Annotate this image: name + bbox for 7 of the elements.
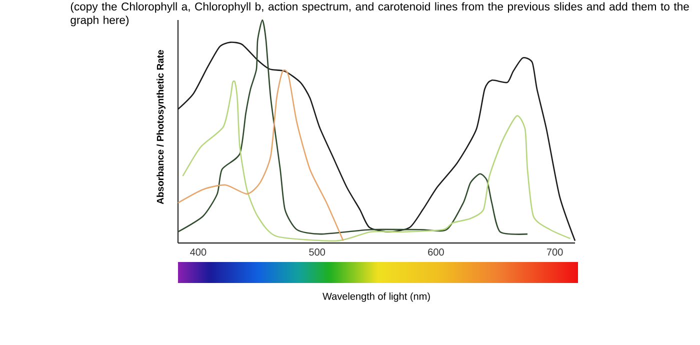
x-tick-label: 600 [428, 248, 444, 256]
x-tick-label: 500 [309, 248, 326, 256]
x-tick-label: 400 [190, 248, 206, 256]
x-tick-label: 700 [546, 248, 563, 256]
chart-title: (copy the Chlorophyll a, Chlorophyll b, action spectrum, and carotenoid lines from the previous slides and add them to the graph here) [70, 2, 689, 26]
x-axis-title: Wavelength of light (nm) [322, 292, 430, 302]
y-axis-title: Absorbance / Photosynthetic Rate [156, 50, 166, 204]
